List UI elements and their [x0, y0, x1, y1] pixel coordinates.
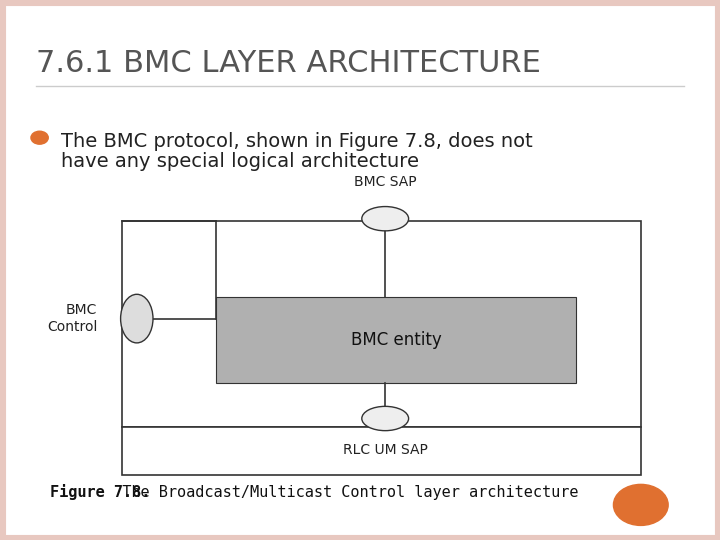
- Text: The Broadcast/Multicast Control layer architecture: The Broadcast/Multicast Control layer ar…: [104, 484, 579, 500]
- Text: BMC
Control: BMC Control: [47, 303, 97, 334]
- Text: BMC entity: BMC entity: [351, 331, 441, 349]
- Circle shape: [31, 131, 48, 144]
- Ellipse shape: [362, 406, 409, 431]
- Ellipse shape: [362, 206, 409, 231]
- Text: have any special logical architecture: have any special logical architecture: [61, 152, 419, 171]
- Text: 7.6.1 BMC LAYER ARCHITECTURE: 7.6.1 BMC LAYER ARCHITECTURE: [36, 49, 541, 78]
- Bar: [122, 427, 641, 475]
- Text: The BMC protocol, shown in Figure 7.8, does not: The BMC protocol, shown in Figure 7.8, d…: [61, 132, 533, 151]
- Circle shape: [613, 484, 668, 525]
- Text: Figure 7.8.: Figure 7.8.: [50, 483, 150, 500]
- Text: RLC UM SAP: RLC UM SAP: [343, 443, 428, 457]
- Bar: [122, 221, 641, 427]
- Text: BMC SAP: BMC SAP: [354, 175, 416, 189]
- Bar: [216, 297, 576, 383]
- Ellipse shape: [121, 294, 153, 343]
